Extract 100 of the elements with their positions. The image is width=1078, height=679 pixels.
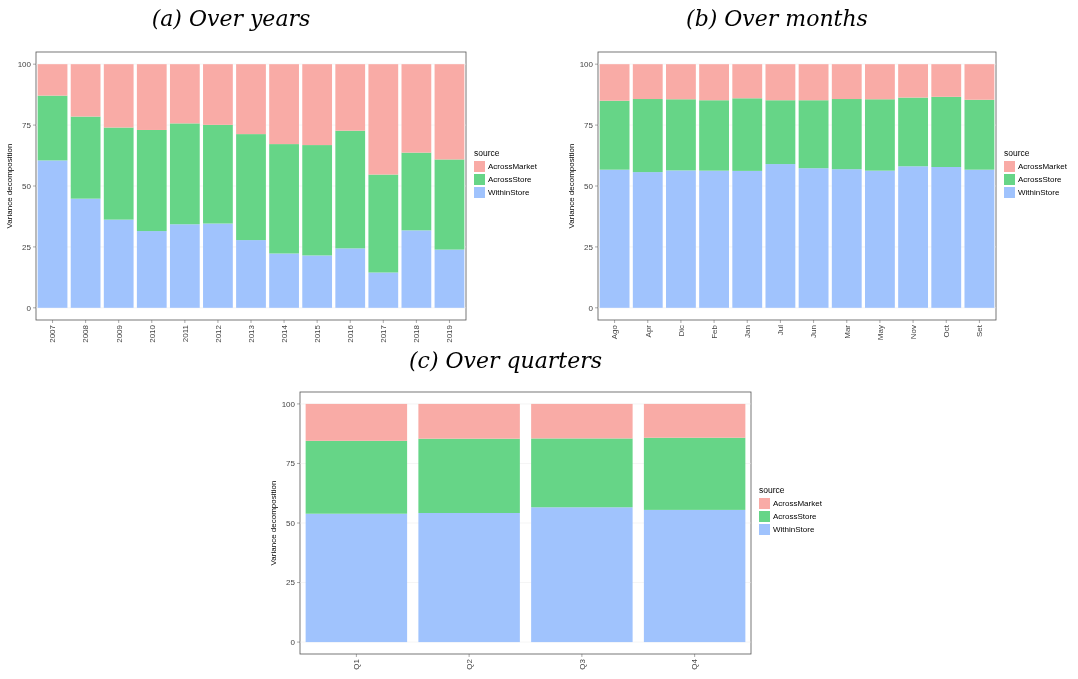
legend-title: source	[474, 148, 500, 158]
bar	[269, 64, 299, 145]
legend-label: WithinStore	[1018, 188, 1060, 198]
bar	[643, 509, 746, 643]
x-tick-label: Q3	[577, 658, 587, 670]
bar	[434, 159, 465, 250]
bar	[401, 152, 432, 231]
bar	[335, 248, 366, 308]
bar	[434, 249, 465, 308]
bar	[864, 64, 895, 100]
bar	[732, 170, 763, 308]
bar	[765, 164, 796, 308]
bar	[169, 224, 200, 308]
legend-title: source	[1004, 148, 1030, 158]
bar	[203, 64, 233, 125]
bar	[643, 403, 746, 438]
x-tick-label: Feb	[709, 324, 719, 339]
bar	[335, 64, 366, 131]
chart-title: (b) Over months	[686, 6, 868, 31]
legend-label: WithinStore	[773, 525, 815, 535]
bar	[70, 116, 101, 199]
bar	[665, 99, 696, 171]
bar	[831, 64, 862, 100]
legend-label: AcrossStore	[488, 175, 533, 185]
y-tick-label: 0	[588, 303, 594, 313]
bar	[831, 169, 862, 308]
bar	[305, 513, 408, 643]
x-tick-label: 2009	[114, 324, 124, 343]
y-tick-label: 0	[26, 303, 32, 313]
bar	[103, 127, 134, 220]
bar	[368, 272, 399, 308]
bar	[798, 100, 829, 169]
chart-title: (c) Over quarters	[408, 348, 603, 373]
bar	[599, 64, 630, 101]
x-tick-label: 2015	[312, 324, 322, 343]
bar	[335, 130, 366, 249]
y-tick-label: 75	[286, 459, 296, 469]
bar	[305, 440, 408, 514]
y-tick-label: 50	[22, 181, 32, 191]
bar	[699, 100, 730, 171]
y-tick-label: 50	[584, 181, 594, 191]
x-tick-label: Ago	[610, 324, 620, 340]
bar	[169, 123, 200, 225]
bar	[898, 64, 929, 98]
x-tick-label: 2008	[81, 324, 91, 343]
y-tick-label: 25	[584, 242, 594, 252]
bar	[203, 124, 233, 224]
legend-label: AcrossMarket	[488, 162, 538, 172]
y-axis-title: Variance decomposition	[269, 480, 278, 566]
legend-label: AcrossStore	[773, 512, 818, 522]
bar	[765, 100, 796, 165]
bar	[898, 166, 929, 308]
bar	[632, 64, 663, 100]
x-tick-label: 2017	[379, 324, 389, 343]
legend-title: source	[759, 485, 785, 495]
bar	[931, 64, 962, 97]
y-tick-label: 100	[281, 399, 296, 409]
bar	[765, 64, 796, 101]
bar	[203, 223, 233, 308]
x-tick-label: 2013	[246, 324, 256, 343]
chart-title: (a) Over years	[151, 6, 311, 31]
bar	[236, 134, 266, 241]
bar	[136, 64, 167, 130]
bar	[418, 513, 520, 643]
bar	[236, 240, 266, 308]
bar	[236, 64, 266, 135]
x-tick-label: Jun	[809, 325, 819, 338]
bar	[368, 64, 399, 175]
y-tick-label: 0	[290, 637, 296, 647]
x-tick-label: 2019	[445, 324, 455, 343]
bar	[305, 403, 408, 441]
legend-label: WithinStore	[488, 188, 530, 198]
x-tick-label: Dic	[676, 325, 686, 337]
x-tick-label: 2014	[279, 324, 289, 343]
bar	[269, 253, 299, 308]
bar	[964, 169, 995, 308]
bar	[169, 64, 200, 124]
bar	[732, 64, 763, 99]
x-tick-label: Nov	[908, 325, 918, 340]
y-tick-label: 75	[584, 120, 594, 130]
bar	[136, 129, 167, 232]
x-tick-label: 2007	[48, 324, 58, 343]
y-axis-title: Variance decomposition	[567, 143, 576, 229]
legend-label: AcrossStore	[1018, 175, 1063, 185]
bar	[70, 64, 101, 117]
bar	[70, 198, 101, 308]
x-tick-label: 2010	[147, 324, 157, 343]
x-tick-label: Q2	[464, 658, 474, 670]
x-tick-label: 2018	[412, 324, 422, 343]
x-tick-label: Q1	[352, 658, 362, 670]
x-tick-label: 2012	[213, 324, 223, 343]
bar	[531, 438, 633, 508]
x-tick-label: 2011	[180, 324, 190, 343]
x-tick-label: Jul	[776, 324, 786, 336]
bar	[37, 95, 68, 161]
y-tick-label: 50	[286, 518, 296, 528]
x-tick-label: Jan	[743, 325, 753, 338]
bar	[418, 438, 520, 513]
bar	[964, 64, 995, 100]
bar	[798, 168, 829, 308]
